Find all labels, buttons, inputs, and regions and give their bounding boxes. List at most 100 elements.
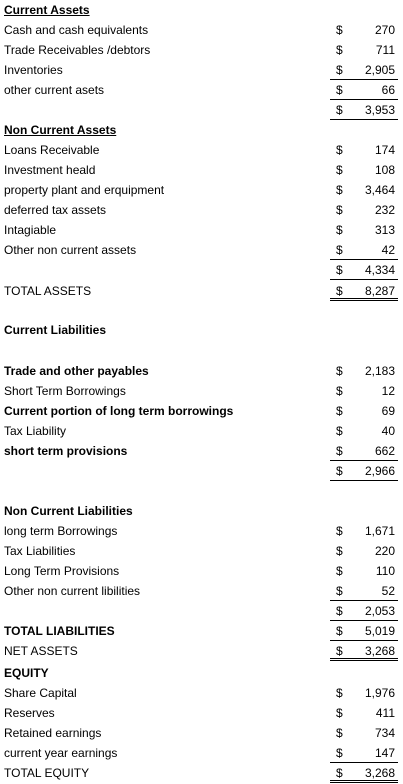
line-item-tax-liabilities: Tax Liabilities $ 220 [0, 541, 403, 561]
currency-symbol: $ [336, 23, 343, 37]
line-item-value: 52 [381, 584, 395, 598]
currency-symbol: $ [336, 284, 343, 298]
currency-symbol: $ [336, 604, 343, 618]
heading-label: Current Liabilities [4, 323, 107, 337]
line-item-label: Reserves [4, 706, 55, 720]
line-item-reserves: Reserves $ 411 [0, 703, 403, 723]
line-item-retained-earnings: Retained earnings $ 734 [0, 723, 403, 743]
currency-symbol: $ [336, 464, 343, 478]
line-item-label: other current asets [4, 83, 105, 97]
line-item-label: Tax Liabilities [4, 544, 76, 558]
currency-symbol: $ [336, 263, 343, 277]
line-item-inventories: Inventories $ 2,905 [0, 60, 403, 80]
currency-symbol: $ [336, 584, 343, 598]
net-assets-row: NET ASSETS $ 3,268 [0, 641, 403, 661]
line-item-value: 662 [374, 444, 395, 458]
currency-symbol: $ [336, 706, 343, 720]
line-item-value: 232 [374, 203, 395, 217]
line-item-value: 147 [374, 746, 395, 760]
currency-symbol: $ [336, 726, 343, 740]
total-equity-label: TOTAL EQUITY [4, 766, 90, 780]
line-item-trade-receivables: Trade Receivables /debtors $ 711 [0, 40, 403, 60]
section-heading-current-liabilities: Current Liabilities [0, 320, 403, 340]
currency-symbol: $ [336, 103, 343, 117]
subtotal-value: 4,334 [364, 263, 395, 277]
line-item-value: 270 [374, 23, 395, 37]
line-item-label: Other non current assets [4, 243, 137, 257]
total-assets-label: TOTAL ASSETS [4, 284, 92, 298]
line-item-value: 411 [375, 706, 395, 720]
line-item-label: Trade and other payables [4, 364, 149, 378]
line-item-label: Long Term Provisions [4, 564, 120, 578]
line-item-investment: Investment heald $ 108 [0, 160, 403, 180]
line-item-value: 2,183 [364, 364, 395, 378]
total-liabilities-label: TOTAL LIABILITIES [4, 624, 115, 638]
currency-symbol: $ [336, 183, 343, 197]
currency-symbol: $ [336, 766, 343, 780]
line-item-label: Tax Liability [4, 424, 67, 438]
currency-symbol: $ [336, 203, 343, 217]
line-item-trade-payables: Trade and other payables $ 2,183 [0, 361, 403, 381]
currency-symbol: $ [336, 644, 343, 658]
currency-symbol: $ [336, 624, 343, 638]
subtotal-value: 2,053 [364, 604, 395, 618]
line-item-value: 1,671 [364, 524, 395, 538]
line-item-value: 108 [374, 163, 395, 177]
line-item-label: Investment heald [4, 163, 96, 177]
line-item-value: 12 [381, 384, 395, 398]
line-item-label: current year earnings [4, 746, 118, 760]
currency-symbol: $ [336, 223, 343, 237]
line-item-intangible: Intagiable $ 313 [0, 220, 403, 240]
currency-symbol: $ [336, 384, 343, 398]
total-assets-row: TOTAL ASSETS $ 8,287 [0, 281, 403, 301]
section-heading-non-current-assets: Non Current Assets [0, 120, 403, 140]
line-item-value: 174 [374, 143, 395, 157]
heading-label: Current Assets [4, 3, 90, 17]
heading-label: Non Current Assets [4, 123, 117, 137]
line-item-label: Current portion of long term borrowings [4, 404, 234, 418]
line-item-label: property plant and erquipment [4, 183, 165, 197]
currency-symbol: $ [336, 43, 343, 57]
line-item-value: 42 [381, 243, 395, 257]
section-heading-current-assets: Current Assets [0, 0, 403, 20]
line-item-value: 66 [381, 83, 395, 97]
currency-symbol: $ [336, 564, 343, 578]
line-item-loans-receivable: Loans Receivable $ 174 [0, 140, 403, 160]
line-item-label: Retained earnings [4, 726, 102, 740]
currency-symbol: $ [336, 243, 343, 257]
subtotal-non-current-assets: $ 4,334 [0, 260, 403, 280]
total-assets-value: 8,287 [364, 284, 395, 298]
currency-symbol: $ [336, 444, 343, 458]
line-item-value: 711 [375, 43, 395, 57]
line-item-long-term-provisions: Long Term Provisions $ 110 [0, 561, 403, 581]
line-item-label: Other non current libilities [4, 584, 141, 598]
currency-symbol: $ [336, 143, 343, 157]
line-item-label: deferred tax assets [4, 203, 107, 217]
heading-label: EQUITY [4, 666, 49, 680]
currency-symbol: $ [336, 364, 343, 378]
total-equity-value: 3,268 [364, 766, 395, 780]
line-item-value: 110 [375, 564, 395, 578]
line-item-short-term-borrowings: Short Term Borrowings $ 12 [0, 381, 403, 401]
section-heading-equity: EQUITY [0, 663, 403, 683]
currency-symbol: $ [336, 746, 343, 760]
line-item-long-term-borrowings: long term Borrowings $ 1,671 [0, 521, 403, 541]
total-liabilities-row: TOTAL LIABILITIES $ 5,019 [0, 621, 403, 641]
line-item-label: short term provisions [4, 444, 128, 458]
line-item-other-non-current-assets: Other non current assets $ 42 [0, 240, 403, 260]
line-item-ppe: property plant and erquipment $ 3,464 [0, 180, 403, 200]
subtotal-non-current-liabilities: $ 2,053 [0, 601, 403, 621]
currency-symbol: $ [336, 686, 343, 700]
total-liabilities-value: 5,019 [364, 624, 395, 638]
line-item-value: 2,905 [364, 63, 395, 77]
subtotal-current-liabilities: $ 2,966 [0, 461, 403, 481]
line-item-label: Loans Receivable [4, 143, 100, 157]
line-item-short-term-provisions: short term provisions $ 662 [0, 441, 403, 461]
heading-label: Non Current Liabilities [4, 504, 133, 518]
section-heading-non-current-liabilities: Non Current Liabilities [0, 501, 403, 521]
total-equity-row: TOTAL EQUITY $ 3,268 [0, 763, 403, 783]
line-item-value: 313 [374, 223, 395, 237]
currency-symbol: $ [336, 404, 343, 418]
line-item-value: 1,976 [364, 686, 395, 700]
line-item-label: Share Capital [4, 686, 77, 700]
